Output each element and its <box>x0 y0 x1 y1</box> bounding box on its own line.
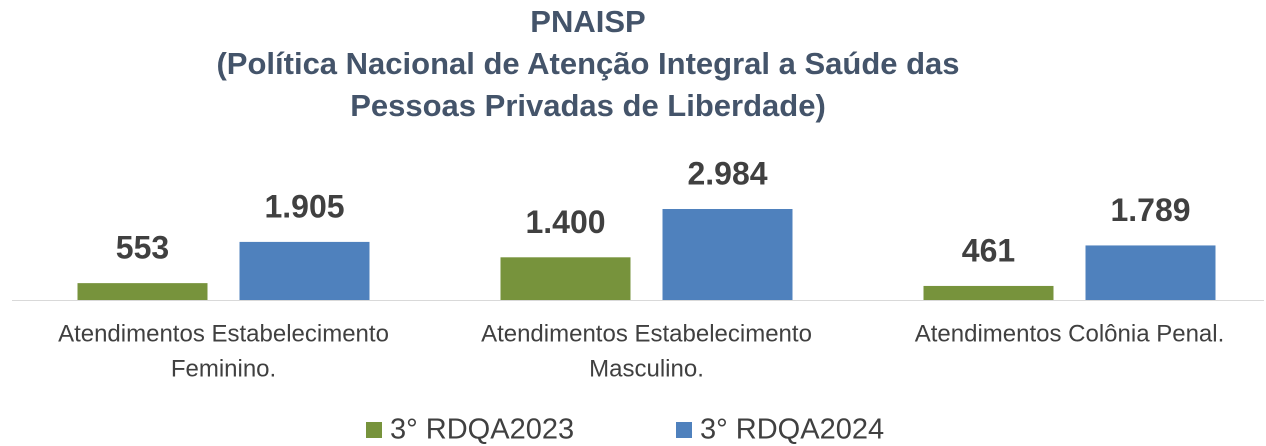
x-tick-label: Atendimentos Colônia Penal. <box>915 320 1225 347</box>
data-label: 2.984 <box>687 155 767 191</box>
bar <box>239 241 370 300</box>
data-label: 553 <box>116 230 169 266</box>
chart-title: PNAISP <box>530 4 645 39</box>
legend-label: 3° RDQA2023 <box>390 414 574 446</box>
bar <box>662 209 793 300</box>
chart-title: (Política Nacional de Atenção Integral a… <box>216 46 959 81</box>
x-tick-label: Atendimentos Estabelecimento <box>58 320 389 347</box>
bar <box>500 257 631 300</box>
data-label: 1.905 <box>264 188 344 224</box>
bar <box>923 285 1054 300</box>
data-label: 1.789 <box>1110 192 1190 228</box>
bar <box>77 283 208 300</box>
chart-title: Pessoas Privadas de Liberdade) <box>350 88 826 123</box>
data-label: 1.400 <box>525 204 605 240</box>
legend-swatch <box>366 422 382 438</box>
legend-label: 3° RDQA2024 <box>700 414 884 446</box>
x-tick-label: Masculino. <box>589 355 704 382</box>
x-tick-label: Atendimentos Estabelecimento <box>481 320 812 347</box>
x-tick-label: Feminino. <box>171 355 276 382</box>
legend-swatch <box>676 422 692 438</box>
bar <box>1085 245 1216 300</box>
data-label: 461 <box>962 232 1015 268</box>
